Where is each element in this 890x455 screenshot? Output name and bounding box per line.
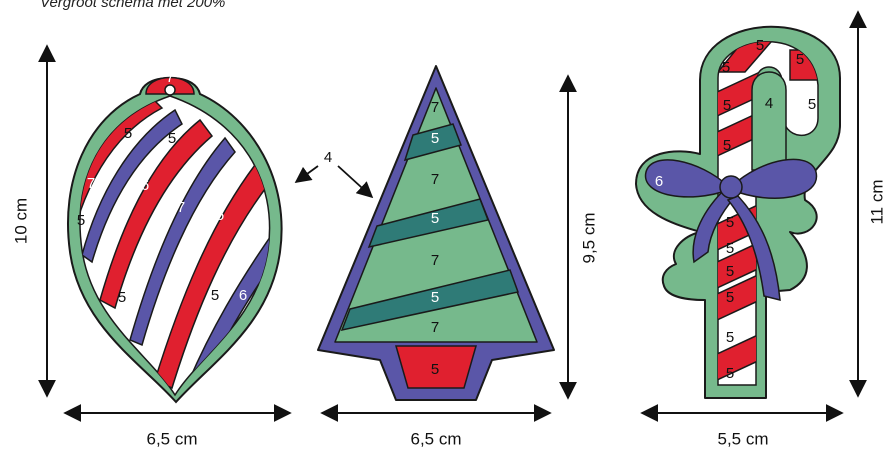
cane-label: 4 bbox=[765, 95, 773, 112]
tree-label: 7 bbox=[431, 171, 439, 188]
tree-label: 7 bbox=[431, 99, 439, 116]
ornament-label: 6 bbox=[216, 207, 224, 224]
tree-band bbox=[367, 198, 490, 249]
candy-cane-pattern: 5 5 5 5 5 5 4 6 5 5 5 5 5 5 11 cm 5,5 cm bbox=[635, 10, 886, 448]
cane-label: 5 bbox=[796, 51, 804, 68]
ornament-stripe bbox=[99, 118, 214, 310]
ornament-stripe bbox=[129, 136, 236, 347]
ornament-label: 5 bbox=[77, 212, 85, 229]
tree-label: 7 bbox=[431, 319, 439, 336]
cane-stripes bbox=[718, 41, 818, 385]
cane-width-label: 5,5 cm bbox=[717, 429, 768, 448]
ornament-pattern: 7 5 7 6 5 5 7 6 7 5 5 6 10 cm 6,5 cm bbox=[11, 44, 292, 448]
cane-label: 5 bbox=[726, 240, 734, 257]
cane-label: 5 bbox=[726, 263, 734, 280]
cane-label: 5 bbox=[726, 329, 734, 346]
cane-label: 5 bbox=[756, 37, 764, 54]
ornament-stripe bbox=[81, 108, 183, 264]
bow-knot bbox=[719, 175, 743, 199]
cane-label: 5 bbox=[726, 365, 734, 382]
tree-label: 5 bbox=[431, 361, 439, 378]
ornament-label: 5 bbox=[168, 130, 176, 147]
tree-band bbox=[340, 269, 519, 332]
ornament-hanger-hole bbox=[164, 84, 176, 96]
cane-label: 5 bbox=[723, 97, 731, 114]
ornament-stripe bbox=[154, 163, 269, 390]
tree-pattern: 7 5 7 5 7 5 7 5 4 9,5 cm 6,5 cm bbox=[294, 65, 598, 448]
tree-label: 5 bbox=[431, 210, 439, 227]
bow bbox=[644, 158, 818, 301]
ornament-height-label: 10 cm bbox=[11, 198, 30, 244]
ornament-width-label: 6,5 cm bbox=[146, 429, 197, 448]
tree-callout-arrow bbox=[337, 165, 374, 199]
cane-label: 5 bbox=[722, 59, 730, 76]
ornament-label: 5 bbox=[124, 125, 132, 142]
ornament-label: 5 bbox=[211, 287, 219, 304]
cane-label: 5 bbox=[726, 289, 734, 306]
tree-width-label: 6,5 cm bbox=[410, 429, 461, 448]
ornament-label: 6 bbox=[141, 177, 149, 194]
ornament-label: 7 bbox=[166, 69, 174, 86]
cane-height-label: 11 cm bbox=[867, 179, 886, 224]
ornament-label: 6 bbox=[239, 287, 247, 304]
cane-label: 6 bbox=[655, 173, 663, 190]
ornament-label: 5 bbox=[118, 289, 126, 306]
bow-ribbon-right bbox=[726, 195, 781, 301]
ornament-stripes bbox=[80, 96, 270, 395]
tree-callout-arrow bbox=[294, 165, 319, 183]
ornament-label: 7 bbox=[239, 241, 247, 258]
cane-stripe bbox=[718, 41, 792, 73]
tree-label: 5 bbox=[431, 130, 439, 147]
bow-loop-left bbox=[644, 159, 729, 198]
tree-height-label: 9,5 cm bbox=[579, 212, 598, 263]
tree-label: 7 bbox=[431, 252, 439, 269]
caption: Vergroot schema met 200% bbox=[40, 0, 226, 11]
tree-label: 5 bbox=[431, 289, 439, 306]
cane-inner-panel bbox=[751, 71, 787, 171]
cane-label: 5 bbox=[723, 137, 731, 154]
tree-callout-number: 4 bbox=[324, 149, 332, 166]
bow-ribbon-left bbox=[692, 191, 736, 264]
ornament-label: 7 bbox=[177, 199, 185, 216]
cane-label: 5 bbox=[808, 96, 816, 113]
bow-loop-right bbox=[731, 158, 818, 199]
ornament-label: 7 bbox=[87, 175, 95, 192]
cane-label: 5 bbox=[726, 214, 734, 231]
tree-band bbox=[403, 123, 462, 162]
tree-trunk bbox=[395, 345, 477, 389]
